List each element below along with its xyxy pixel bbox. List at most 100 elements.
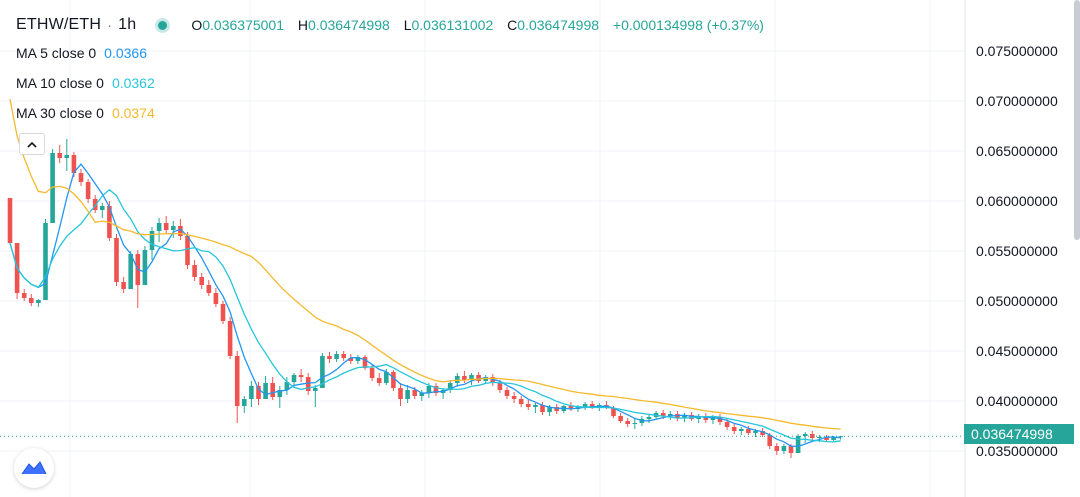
- market-status-icon: [158, 20, 168, 30]
- candle: [213, 288, 219, 307]
- change-value: +0.000134998 (+0.37%): [612, 17, 764, 33]
- y-tick-label: 0.040000000: [976, 393, 1058, 409]
- candle: [504, 387, 510, 399]
- candle: [355, 355, 361, 364]
- candle: [632, 419, 638, 429]
- close-value: 0.036474998: [517, 17, 600, 33]
- candle: [85, 179, 91, 203]
- y-tick-label: 0.050000000: [976, 293, 1058, 309]
- candle: [249, 381, 254, 407]
- candle: [263, 376, 268, 399]
- ma5-legend[interactable]: MA 5 close 0 0.0366: [16, 45, 147, 65]
- candle: [533, 403, 538, 413]
- candle: [156, 218, 162, 242]
- candle: [305, 373, 311, 395]
- candle: [64, 139, 70, 171]
- y-tick-label: 0.035000000: [976, 443, 1058, 459]
- high-label: H: [297, 17, 309, 33]
- candle: [313, 385, 318, 407]
- high-value: 0.036474998: [308, 17, 390, 33]
- separator: ·: [107, 16, 113, 34]
- candle: [78, 169, 84, 186]
- candle: [391, 370, 396, 391]
- candle: [781, 444, 787, 454]
- interval-label[interactable]: 1h: [118, 16, 137, 33]
- candle: [696, 414, 701, 423]
- candle: [802, 432, 808, 443]
- low-label: L: [403, 17, 412, 33]
- candle: [739, 427, 744, 435]
- low-value: 0.036131002: [411, 17, 494, 33]
- tradingview-logo-icon[interactable]: [14, 448, 54, 488]
- candle: [256, 382, 261, 405]
- candle: [320, 353, 325, 388]
- candle: [199, 273, 204, 289]
- candle: [242, 396, 247, 413]
- candle: [128, 251, 133, 289]
- ohlc-values: O0.036375001 H0.036474998 L0.036131002 C…: [191, 17, 774, 33]
- candle: [149, 227, 155, 260]
- grid: [0, 0, 965, 497]
- candle: [824, 435, 829, 442]
- candle: [291, 373, 297, 387]
- candle: [526, 400, 531, 410]
- candle: [7, 198, 13, 243]
- candle: [462, 371, 467, 383]
- y-tick-label: 0.045000000: [976, 343, 1058, 359]
- candle: [21, 289, 27, 301]
- candle: [405, 385, 410, 403]
- candle: [398, 383, 403, 406]
- candle: [43, 219, 48, 300]
- candle: [774, 443, 780, 455]
- candle: [142, 246, 148, 285]
- candle: [284, 377, 290, 395]
- candle: [618, 413, 623, 423]
- candle: [362, 355, 368, 370]
- candle: [540, 402, 545, 415]
- candle: [171, 221, 176, 238]
- candle: [348, 354, 354, 364]
- candle: [36, 299, 41, 307]
- candle: [476, 372, 481, 383]
- candle: [185, 232, 190, 269]
- candle: [376, 373, 382, 386]
- symbol-header: ETHW/ETH · 1h O0.036375001 H0.036474998 …: [16, 14, 774, 36]
- close-label: C: [507, 17, 518, 33]
- y-tick-label: 0.055000000: [976, 243, 1058, 259]
- candle: [731, 424, 737, 434]
- candle: [163, 216, 169, 233]
- candle: [518, 396, 524, 407]
- last-price-label: 0.036474998: [964, 424, 1074, 444]
- candle: [192, 260, 197, 281]
- candle: [100, 203, 105, 218]
- ma30-legend[interactable]: MA 30 close 0 0.0374: [16, 105, 155, 125]
- ma30-value: 0.0374: [111, 105, 155, 121]
- y-tick-label: 0.065000000: [976, 143, 1058, 159]
- chevron-up-icon: [27, 141, 37, 148]
- candle: [717, 414, 723, 425]
- ma30-label: MA 30 close 0: [16, 105, 104, 121]
- candle: [795, 434, 801, 453]
- symbol-name[interactable]: ETHW/ETH: [16, 16, 102, 33]
- candle: [206, 280, 212, 296]
- scrollbar[interactable]: [1074, 0, 1080, 240]
- candle: [29, 294, 34, 306]
- candle: [447, 380, 453, 393]
- candle: [511, 392, 517, 403]
- candle: [298, 369, 304, 382]
- ma10-value: 0.0362: [111, 75, 155, 91]
- candle: [220, 301, 226, 324]
- ma5-value: 0.0366: [104, 45, 147, 61]
- open-label: O: [191, 17, 203, 33]
- y-tick-label: 0.075000000: [976, 43, 1058, 59]
- candle: [114, 234, 119, 286]
- ma-10-line: [9, 188, 841, 443]
- candle: [625, 418, 630, 427]
- ma-30-line: [9, 98, 841, 430]
- ma10-legend[interactable]: MA 10 close 0 0.0362: [16, 75, 155, 95]
- ma5-label: MA 5 close 0: [16, 45, 97, 61]
- candle: [341, 351, 346, 361]
- collapse-legend-button[interactable]: [19, 133, 45, 155]
- candle: [234, 351, 240, 423]
